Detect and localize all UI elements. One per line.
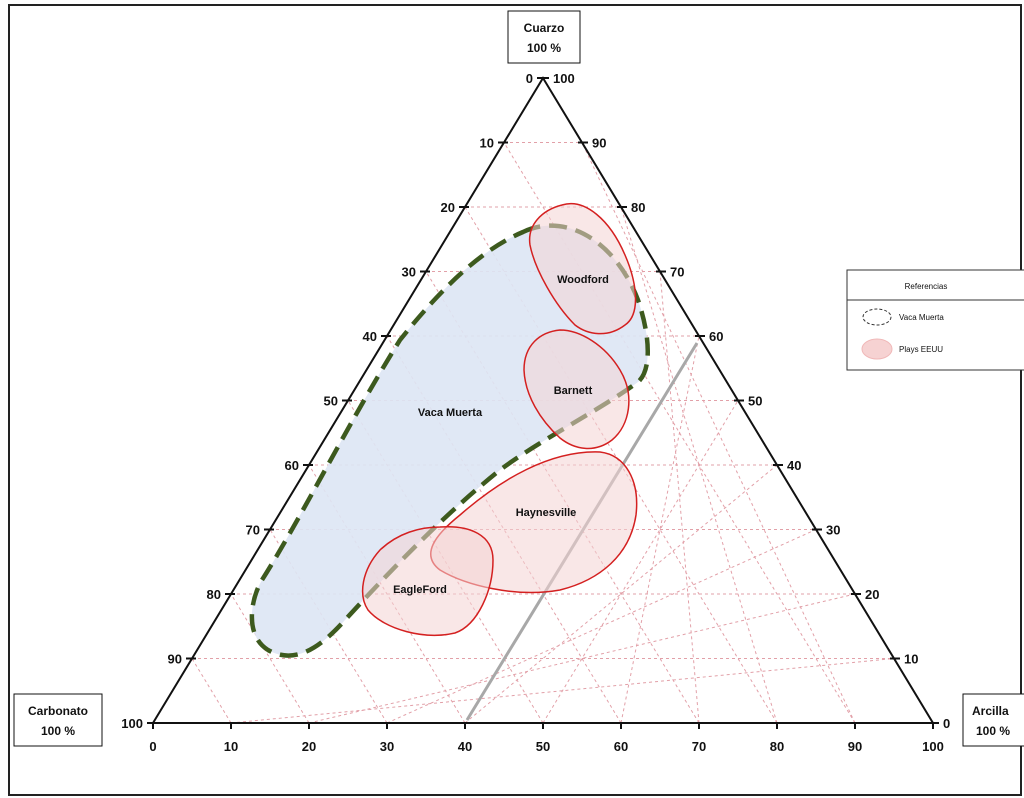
tick-label-right: 20	[865, 587, 879, 602]
figure-frame	[8, 4, 1022, 796]
tick-label-right: 70	[670, 265, 684, 280]
tick-label-right: 80	[631, 200, 645, 215]
tick-label-left: 10	[480, 136, 494, 151]
tick-label-left: 90	[168, 652, 182, 667]
woodford-label: Woodford	[557, 274, 609, 286]
grid-line	[542, 400, 739, 724]
legend-plays-swatch	[861, 338, 893, 360]
tick-label-left: 40	[363, 329, 377, 344]
tick-label-right: 60	[709, 329, 723, 344]
tick-label-bottom: 100	[922, 739, 944, 754]
legend-vaca-label: Vaca Muerta	[899, 313, 944, 322]
tick-label-bottom: 70	[692, 739, 706, 754]
legend-vaca-swatch	[862, 308, 892, 326]
legend-title: Referencias	[905, 282, 948, 291]
woodford-region	[528, 203, 637, 335]
vertex-right: Arcilla 100 %	[962, 693, 1024, 747]
tick-label-right: 0	[943, 716, 950, 731]
vertex-right-pct: 100 %	[976, 724, 1010, 738]
tick-label-left: 100	[121, 716, 143, 731]
tick-label-left: 70	[246, 523, 260, 538]
tick-label-bottom: 10	[224, 739, 238, 754]
vaca-muerta-label: Vaca Muerta	[418, 407, 483, 419]
tick-label-right: 50	[748, 394, 762, 409]
tick-label-bottom: 0	[149, 739, 156, 754]
grid-line	[386, 529, 817, 724]
vertex-left-pct: 100 %	[41, 724, 75, 738]
tick-label-right: 100	[553, 71, 575, 86]
legend-plays-label: Plays EEUU	[899, 345, 943, 354]
eagleford-label: EagleFord	[393, 584, 447, 596]
tick-label-left: 50	[324, 394, 338, 409]
vertex-top-pct: 100 %	[527, 41, 561, 55]
tick-label-bottom: 90	[848, 739, 862, 754]
vertex-top: Cuarzo 100 %	[507, 10, 581, 64]
tick-label-bottom: 50	[536, 739, 550, 754]
tick-label-bottom: 60	[614, 739, 628, 754]
tick-label-bottom: 30	[380, 739, 394, 754]
barnett-region	[523, 329, 630, 450]
tick-label-right: 90	[592, 136, 606, 151]
tick-label-left: 30	[402, 265, 416, 280]
grid-line	[659, 271, 700, 724]
vertex-left-name: Carbonato	[28, 704, 88, 718]
barnett-label: Barnett	[554, 385, 593, 397]
tick-label-right: 40	[787, 458, 801, 473]
vertex-right-name: Arcilla	[972, 704, 1009, 718]
vertex-top-name: Cuarzo	[524, 21, 565, 35]
tick-label-left: 60	[285, 458, 299, 473]
eagleford-region	[361, 526, 494, 636]
tick-label-bottom: 80	[770, 739, 784, 754]
vertex-left: Carbonato 100 %	[13, 693, 103, 747]
tick-label-left: 20	[441, 200, 455, 215]
grid-line	[581, 142, 856, 724]
grid-line	[191, 658, 232, 724]
tick-label-right: 10	[904, 652, 918, 667]
tick-label-left: 0	[526, 71, 533, 86]
haynesville-label: Haynesville	[516, 507, 577, 519]
legend: Referencias Vaca Muerta Plays EEUU	[846, 269, 1024, 371]
tick-label-left: 80	[207, 587, 221, 602]
tick-label-bottom: 20	[302, 739, 316, 754]
tick-label-bottom: 40	[458, 739, 472, 754]
tick-label-right: 30	[826, 523, 840, 538]
grid-line	[230, 593, 310, 724]
